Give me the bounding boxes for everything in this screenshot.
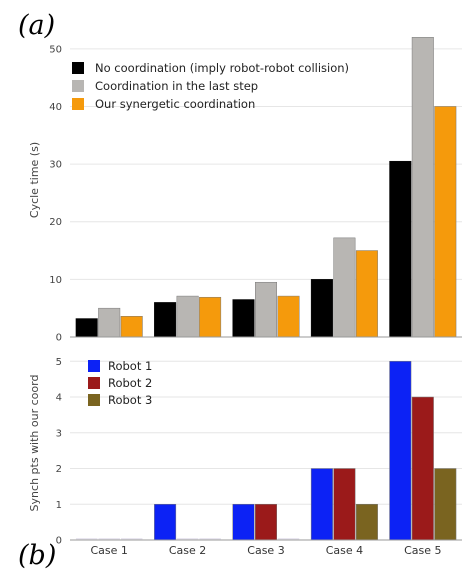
bar: Case 3 – Robot 1: 1 <box>232 504 255 541</box>
legend-swatch <box>88 377 100 389</box>
bar: Case 2 – Coordination in the last step: … <box>176 295 199 338</box>
bar: Case 3 – No coordination (imply robot-ro… <box>232 299 255 338</box>
y-tick-label: 2 <box>56 464 62 475</box>
bar: Case 4 – Robot 1: 2 <box>310 468 333 541</box>
y-tick-label: 0 <box>56 333 62 344</box>
x-tick-label: Case 2 <box>169 544 206 557</box>
y-tick-label: 50 <box>49 44 62 55</box>
bar: Case 2 – Robot 2: 0 <box>176 538 199 540</box>
legend-label: Robot 2 <box>108 376 152 390</box>
legend-swatch <box>88 360 100 372</box>
y-tick-label: 30 <box>49 160 62 171</box>
legend-swatch <box>72 98 84 110</box>
panel-label: (a) <box>18 10 55 41</box>
legend-label: No coordination (imply robot-robot colli… <box>95 61 349 75</box>
bar: Case 2 – Robot 1: 1 <box>154 504 177 541</box>
legend-label: Coordination in the last step <box>95 79 258 93</box>
legend-label: Robot 1 <box>108 359 152 373</box>
legend: No coordination (imply robot-robot colli… <box>72 61 349 111</box>
bar: Case 5 – Coordination in the last step: … <box>411 37 434 338</box>
x-tick-label: Case 3 <box>247 544 284 557</box>
y-tick-label: 20 <box>49 217 62 228</box>
y-axis-label: Synch pts with our coord <box>28 375 41 512</box>
bar: Case 1 – Our synergetic coordination: 3.… <box>120 316 143 338</box>
bar: Case 4 – Robot 3: 1 <box>355 504 378 541</box>
bar: Case 3 – Our synergetic coordination: 7.… <box>277 295 300 338</box>
bar: Case 4 – No coordination (imply robot-ro… <box>310 279 333 338</box>
bar: Case 3 – Robot 3: 0 <box>277 538 300 540</box>
legend-label: Robot 3 <box>108 393 152 407</box>
bar: Case 1 – Coordination in the last step: … <box>98 307 121 338</box>
y-axis-label: Cycle time (s) <box>28 142 41 218</box>
x-tick-label: Case 5 <box>404 544 441 557</box>
bar: Case 2 – Our synergetic coordination: 6.… <box>199 296 222 338</box>
bar: Case 5 – Our synergetic coordination: 40 <box>434 106 457 338</box>
legend-label: Our synergetic coordination <box>95 97 255 111</box>
legend-swatch <box>88 394 100 406</box>
bar: Case 2 – Robot 3: 0 <box>199 538 221 540</box>
bar: Case 5 – Robot 1: 5 <box>389 361 412 541</box>
y-tick-label: 5 <box>56 357 62 368</box>
bar: Case 1 – Robot 1: 0 <box>75 538 98 540</box>
bar: Case 4 – Robot 2: 2 <box>333 468 356 541</box>
bar: Case 5 – Robot 3: 2 <box>434 468 457 541</box>
panel-label: (b) <box>18 540 56 571</box>
x-tick-label: Case 1 <box>90 544 127 557</box>
legend: Robot 1 Robot 2 Robot 3 <box>88 359 152 407</box>
legend-swatch <box>72 62 84 74</box>
bar: Case 1 – Robot 2: 0 <box>98 538 120 540</box>
bar: Case 5 – No coordination (imply robot-ro… <box>389 160 412 338</box>
bar: Case 1 – Robot 3: 0 <box>120 538 143 540</box>
y-tick-label: 0 <box>56 536 62 547</box>
y-tick-label: 4 <box>56 393 62 404</box>
x-tick-label: Case 4 <box>326 544 363 557</box>
y-tick-label: 10 <box>49 275 62 286</box>
bar: Case 3 – Robot 2: 1 <box>255 504 277 541</box>
bar: Case 3 – Coordination in the last step: … <box>255 281 277 338</box>
bar: Case 1 – No coordination (imply robot-ro… <box>75 318 98 338</box>
bar: Case 4 – Coordination in the last step: … <box>333 237 356 338</box>
y-tick-label: 3 <box>56 428 62 439</box>
legend-swatch <box>72 80 84 92</box>
y-tick-label: 40 <box>49 102 62 113</box>
y-tick-label: 1 <box>56 500 62 511</box>
bar: Case 4 – Our synergetic coordination: 15 <box>355 250 378 338</box>
chart-panel-1: 0 10 20 30 40 50 Case 1 – No coordination (imp… <box>18 10 462 344</box>
bar: Case 5 – Robot 2: 4 <box>411 396 434 541</box>
chart-panel-2: 0 1 2 3 4 5 Case 1 – Robot 1: 0 Case 2 – Robot … <box>18 357 462 571</box>
bar: Case 2 – No coordination (imply robot-ro… <box>154 302 177 338</box>
